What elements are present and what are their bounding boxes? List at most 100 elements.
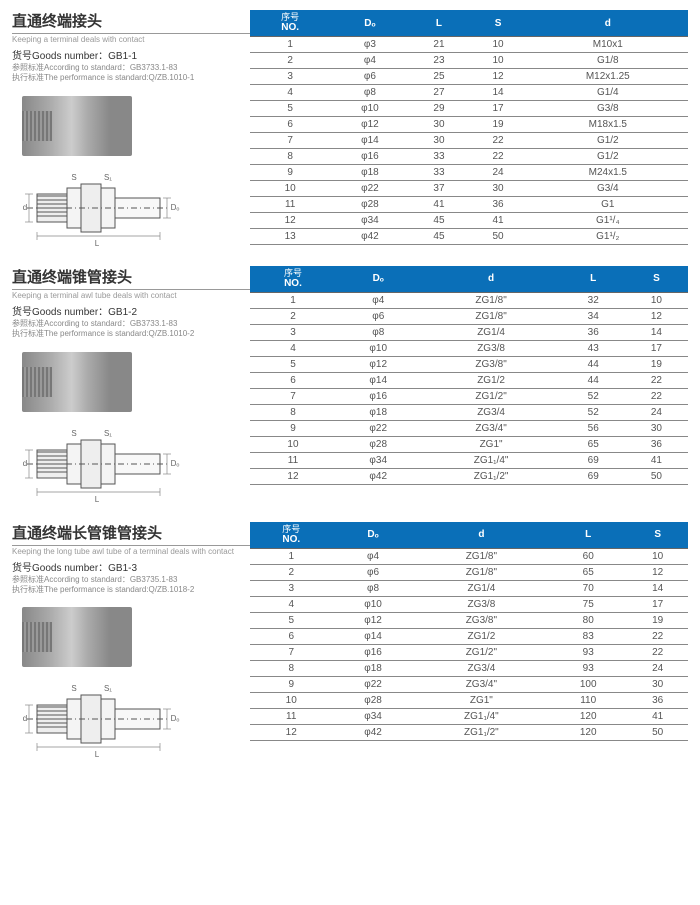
- cell: φ16: [332, 644, 413, 660]
- cell: φ18: [336, 404, 421, 420]
- cell: 27: [409, 85, 468, 101]
- cell: 7: [250, 644, 332, 660]
- cell: 36: [562, 324, 625, 340]
- table-row: 8φ18ZG3/49324: [250, 660, 688, 676]
- cell: 1: [250, 548, 332, 564]
- table-row: 12φ344541G1¹/₄: [250, 213, 688, 229]
- cell: φ14: [332, 628, 413, 644]
- table-row: 3φ8ZG1/43614: [250, 324, 688, 340]
- standard-ref: 参照标准According to standard：GB3735.1-83: [12, 575, 250, 585]
- cell: 65: [562, 436, 625, 452]
- cell: 22: [625, 372, 688, 388]
- cell: 120: [549, 708, 627, 724]
- cell: 30: [625, 420, 688, 436]
- cell: 19: [469, 117, 528, 133]
- table-row: 13φ424550G1¹/₂: [250, 229, 688, 245]
- cell: φ8: [336, 324, 421, 340]
- cell: 3: [250, 580, 332, 596]
- cell: 65: [549, 564, 627, 580]
- cell: φ34: [336, 452, 421, 468]
- svg-text:S: S: [71, 429, 76, 438]
- svg-text:S₁: S₁: [104, 684, 112, 693]
- table-row: 11φ34ZG1₁/4"12041: [250, 708, 688, 724]
- table-row: 1φ4ZG1/8"3210: [250, 292, 688, 308]
- svg-text:L: L: [95, 750, 100, 759]
- cell: 43: [562, 340, 625, 356]
- cell: ZG3/4": [421, 420, 562, 436]
- cell: G1¹/₂: [528, 229, 688, 245]
- col-header: d: [528, 10, 688, 37]
- cell: 22: [627, 644, 688, 660]
- cell: 17: [625, 340, 688, 356]
- cell: 100: [549, 676, 627, 692]
- cell: 12: [627, 564, 688, 580]
- cell: 7: [250, 388, 336, 404]
- cell: ZG1": [421, 436, 562, 452]
- cell: 80: [549, 612, 627, 628]
- cell: 120: [549, 724, 627, 740]
- table-row: 7φ16ZG1/2"5222: [250, 388, 688, 404]
- cell: φ3: [330, 37, 409, 53]
- cell: 11: [250, 452, 336, 468]
- table-row: 8φ18ZG3/45224: [250, 404, 688, 420]
- table-row: 5φ12ZG3/8"8019: [250, 612, 688, 628]
- product-photo: [22, 607, 132, 667]
- table-row: 6φ14ZG1/24422: [250, 372, 688, 388]
- cell: φ4: [330, 53, 409, 69]
- cell: ZG3/4": [414, 676, 549, 692]
- table-row: 1φ4ZG1/8"6010: [250, 548, 688, 564]
- cell: 8: [250, 149, 330, 165]
- product-photo: [22, 352, 132, 412]
- cell: ZG3/4: [414, 660, 549, 676]
- cell: ZG1₁/2": [421, 468, 562, 484]
- table-row: 3φ8ZG1/47014: [250, 580, 688, 596]
- cell: 10: [469, 37, 528, 53]
- cell: 4: [250, 596, 332, 612]
- cell: G1/2: [528, 149, 688, 165]
- cell: φ14: [336, 372, 421, 388]
- cell: G1¹/₄: [528, 213, 688, 229]
- cell: 24: [469, 165, 528, 181]
- cell: 34: [562, 308, 625, 324]
- cell: ZG1₁/4": [414, 708, 549, 724]
- cell: 69: [562, 468, 625, 484]
- cell: ZG1": [414, 692, 549, 708]
- cell: 21: [409, 37, 468, 53]
- cell: ZG3/8: [421, 340, 562, 356]
- standard-perf: 执行标准The performance is standard:Q/ZB.101…: [12, 73, 250, 83]
- table-row: 6φ14ZG1/28322: [250, 628, 688, 644]
- cell: φ18: [332, 660, 413, 676]
- cell: 83: [549, 628, 627, 644]
- cell: 14: [625, 324, 688, 340]
- svg-text:L: L: [95, 239, 100, 248]
- cell: 5: [250, 101, 330, 117]
- cell: φ28: [336, 436, 421, 452]
- cell: 50: [627, 724, 688, 740]
- cell: 6: [250, 372, 336, 388]
- cell: 4: [250, 85, 330, 101]
- cell: ZG1/2: [421, 372, 562, 388]
- standard-perf: 执行标准The performance is standard:Q/ZB.101…: [12, 585, 250, 595]
- col-header: 序号NO.: [250, 522, 332, 549]
- cell: 45: [409, 229, 468, 245]
- cell: ZG1/2": [414, 644, 549, 660]
- cell: 30: [409, 133, 468, 149]
- dimension-diagram: SS₁ dDₒ L: [17, 164, 207, 252]
- cell: M10x1: [528, 37, 688, 53]
- table-row: 4φ10ZG3/87517: [250, 596, 688, 612]
- cell: φ22: [332, 676, 413, 692]
- cell: G1: [528, 197, 688, 213]
- cell: φ14: [330, 133, 409, 149]
- cell: ZG1/2": [421, 388, 562, 404]
- table-row: 5φ12ZG3/8"4419: [250, 356, 688, 372]
- table-row: 12φ42ZG1₁/2"12050: [250, 724, 688, 740]
- cell: φ10: [330, 101, 409, 117]
- cell: 75: [549, 596, 627, 612]
- cell: ZG3/4: [421, 404, 562, 420]
- cell: 22: [469, 133, 528, 149]
- cell: 41: [627, 708, 688, 724]
- cell: ZG3/8": [421, 356, 562, 372]
- svg-text:S₁: S₁: [104, 429, 112, 438]
- table-row: 9φ22ZG3/4"5630: [250, 420, 688, 436]
- cell: 2: [250, 308, 336, 324]
